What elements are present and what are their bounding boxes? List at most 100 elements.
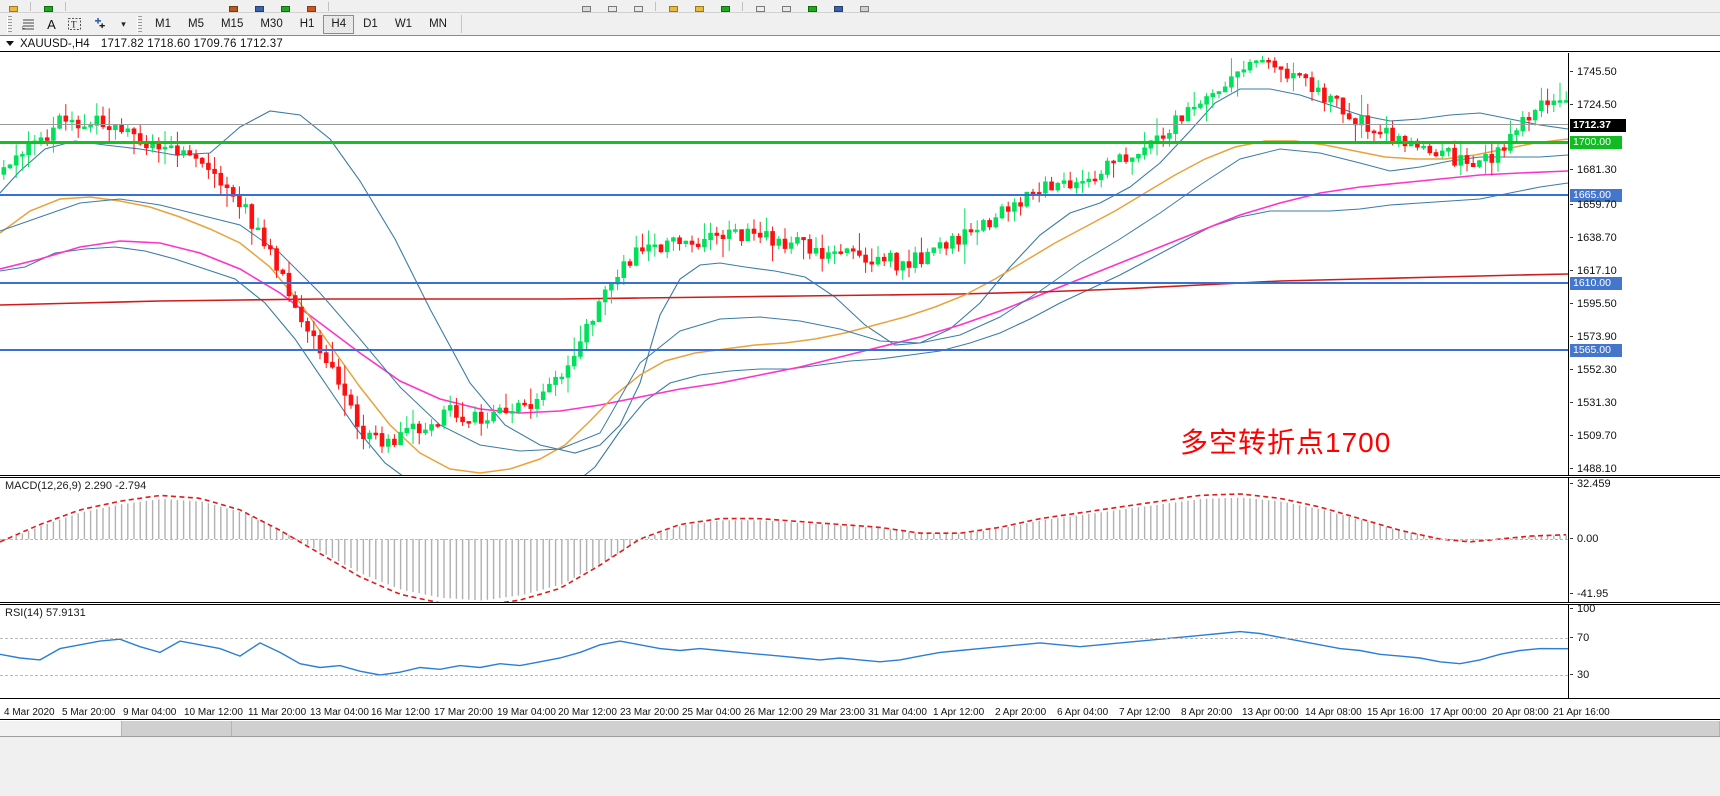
time-label-4: 11 Mar 20:00 (248, 707, 307, 718)
price-axis[interactable]: 1745.50 1724.50 1712.37 1700.00 1681.30 1665.… (1568, 53, 1720, 539)
time-label-14: 31 Mar 04:00 (868, 707, 927, 718)
macd-pane[interactable]: MACD(12,26,9) 2.290 -2.794 32.459 0.00 -41… (0, 478, 1720, 605)
time-label-18: 7 Apr 12:00 (1119, 707, 1171, 718)
text-label-icon[interactable]: A (41, 14, 62, 34)
timeframe-button-m15[interactable]: M15 (220, 18, 244, 30)
toolbar-icon-candle[interactable] (246, 0, 272, 12)
time-label-6: 16 Mar 12:00 (371, 707, 430, 718)
toolbar-icon-expert[interactable] (773, 0, 799, 12)
level-line-1565[interactable] (0, 349, 1568, 351)
rsi-pane-label: RSI(14) 57.9131 (5, 607, 86, 619)
chart-tab-2[interactable] (232, 721, 1720, 736)
time-label-23: 17 Apr 00:00 (1430, 707, 1487, 718)
time-axis[interactable]: 4 Mar 2020 5 Mar 20:00 9 Mar 04:00 10 Mar 1… (0, 706, 1720, 720)
toolbar-icon-ohlc[interactable] (599, 0, 625, 12)
timeframe-button-h4[interactable]: H4 (323, 14, 355, 34)
toolbar-icon-more[interactable] (851, 0, 877, 12)
toolbar-divider (655, 2, 656, 11)
text-box-icon[interactable]: T (62, 14, 87, 34)
level-line-1700[interactable] (0, 141, 1568, 144)
toolbar-divider (328, 2, 329, 11)
toolbar-icon-newchart[interactable] (0, 0, 26, 12)
price-tick-1531-30: 1531.30 (1569, 397, 1720, 409)
toolbar-divider (742, 2, 743, 11)
templates-dropdown-caret[interactable]: ▾ (113, 14, 134, 34)
symbol-name-label: XAUUSD-,H4 (20, 37, 90, 50)
level-line-1665[interactable] (0, 194, 1568, 196)
price-tick-1617-10: 1617.10 (1569, 265, 1720, 277)
timeframe-button-mn[interactable]: MN (429, 18, 447, 30)
toolbar-icon-terminal[interactable] (799, 0, 825, 12)
time-label-5: 13 Mar 04:00 (310, 707, 369, 718)
time-label-9: 20 Mar 12:00 (558, 707, 617, 718)
rsi-level-70-line (0, 638, 1568, 639)
time-label-15: 1 Apr 12:00 (933, 707, 985, 718)
time-label-0: 4 Mar 2020 (4, 707, 55, 718)
time-label-22: 15 Apr 16:00 (1367, 707, 1424, 718)
macd-tick-32m459: 32.459 (1569, 478, 1720, 490)
rsi-level-30-line (0, 675, 1568, 676)
time-label-13: 29 Mar 23:00 (806, 707, 865, 718)
rsi-axis[interactable]: 100 70 30 (1568, 603, 1720, 698)
toolbar-icon-period[interactable] (625, 0, 651, 12)
price-pane[interactable]: 多空转折点1700 1745. (0, 53, 1720, 539)
chart-tab-1[interactable] (122, 721, 232, 736)
templates-icon[interactable] (87, 14, 113, 34)
toolbar-icon-bar[interactable] (220, 0, 246, 12)
toolbar-icon-line[interactable] (272, 0, 298, 12)
toolbar-icon-shift[interactable] (712, 0, 738, 12)
toolbar-icon-profile[interactable] (35, 0, 61, 12)
toolbar-icon-grid[interactable] (573, 0, 599, 12)
time-label-24: 20 Apr 08:00 (1492, 707, 1549, 718)
time-label-20: 13 Apr 00:00 (1242, 707, 1299, 718)
toolbar-icon-navigator[interactable] (825, 0, 851, 12)
toolbar-icon-zoom[interactable] (298, 0, 324, 12)
timeframe-button-m5[interactable]: M5 (187, 18, 204, 30)
timeframe-button-w1[interactable]: W1 (394, 18, 413, 30)
macd-axis[interactable]: 32.459 0.00 -41.95 (1568, 478, 1720, 602)
timeframe-button-h1[interactable]: H1 (299, 18, 315, 30)
timeframe-button-m1[interactable]: M1 (155, 18, 171, 30)
toolbar-icon-indicators[interactable] (660, 0, 686, 12)
top-toolbar-strip[interactable] (0, 0, 1720, 13)
chart-tab-bar[interactable] (0, 721, 1720, 737)
toolbar-divider (460, 15, 462, 33)
price-tick-1488-10: 1488.10 (1569, 463, 1720, 475)
toolbar-icon-autoscroll[interactable] (686, 0, 712, 12)
price-tick-1595-50: 1595.50 (1569, 298, 1720, 310)
price-tag-1665-00[interactable]: 1665.00 (1570, 189, 1622, 202)
current-price-line (0, 124, 1568, 125)
macd-series-svg (0, 493, 1567, 602)
timeframe-button-d1[interactable]: D1 (363, 18, 378, 30)
price-tag-1700-00[interactable]: 1700.00 (1570, 136, 1622, 149)
time-label-17: 6 Apr 04:00 (1057, 707, 1109, 718)
rsi-pane[interactable]: RSI(14) 57.9131 100 70 30 (0, 603, 1720, 699)
rsi-plot-region[interactable] (0, 605, 1568, 698)
time-label-16: 2 Apr 20:00 (995, 707, 1047, 718)
crosshair-icon[interactable]: F (17, 14, 41, 34)
toolbar-icon-templates[interactable] (747, 0, 773, 12)
toolbar-divider (30, 2, 31, 11)
chart-annotation-text: 多空转折点1700 (1180, 427, 1392, 458)
level-line-1610[interactable] (0, 282, 1568, 284)
timeframe-button-group[interactable]: M1 M5 M15 M30 H1 H4 D1 W1 MN (147, 14, 456, 34)
macd-plot-region[interactable] (0, 478, 1568, 602)
toolbar-grip[interactable] (7, 15, 12, 33)
timeframe-button-m30[interactable]: M30 (260, 18, 283, 30)
time-label-12: 26 Mar 12:00 (744, 707, 803, 718)
price-tag-1712-37[interactable]: 1712.37 (1570, 119, 1626, 132)
timeframe-toolbar-grip[interactable] (137, 15, 142, 33)
macd-pane-label: MACD(12,26,9) 2.290 -2.794 (5, 480, 147, 492)
time-label-7: 17 Mar 20:00 (434, 707, 493, 718)
chart-tab-0[interactable] (0, 721, 122, 736)
chart-menu-caret-icon[interactable] (6, 41, 14, 46)
svg-text:T: T (71, 20, 77, 30)
price-tick-1573-90: 1573.90 (1569, 331, 1720, 343)
time-label-21: 14 Apr 08:00 (1305, 707, 1362, 718)
price-plot-region[interactable]: 多空转折点1700 (0, 53, 1568, 475)
price-tag-1565-00[interactable]: 1565.00 (1570, 344, 1622, 357)
price-tag-1610-00[interactable]: 1610.00 (1570, 277, 1622, 290)
drawing-toolbar[interactable]: F A T ▾ M1 M5 M15 M30 H1 H4 D1 W1 MN (0, 13, 1720, 36)
rsi-tick-30: 30 (1569, 669, 1720, 681)
macd-tick-0m00: 0.00 (1569, 533, 1720, 545)
